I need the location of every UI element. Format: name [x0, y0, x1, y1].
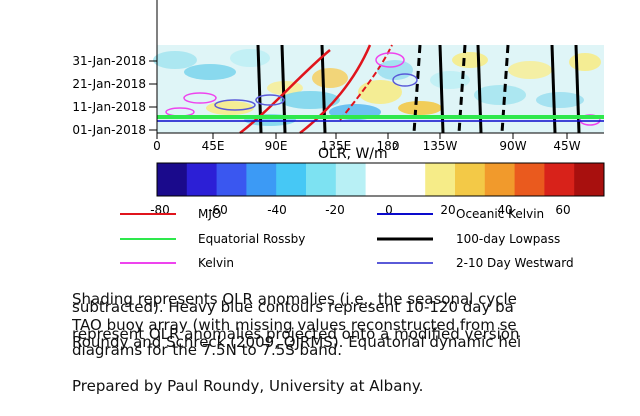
colorbar-tick-label: 0	[385, 203, 393, 217]
shading-cell	[230, 49, 270, 67]
wave-contour	[255, 94, 285, 106]
wave-contours	[157, 44, 604, 134]
legend-label: Kelvin	[198, 256, 234, 270]
colorbar-label: OLR, W/m	[318, 146, 388, 162]
x-axis-ticks: 0 45E 90E 135E 180 135W 90W 45W	[153, 133, 581, 153]
wave-contour	[214, 99, 256, 111]
wave-contour	[392, 73, 418, 87]
colorbar-tick-label: 40	[497, 203, 512, 217]
olr-anomaly-shading	[153, 45, 604, 133]
shading-cell	[184, 64, 236, 80]
caption-line-3: TAO buoy array (with missing values reco…	[72, 318, 517, 333]
x-tick-label: 45W	[553, 139, 580, 153]
shading-cell	[153, 51, 197, 69]
colorbar-swatch	[157, 163, 188, 196]
colorbar-swatch	[335, 163, 367, 196]
colorbar-swatch	[484, 163, 516, 196]
caption-line-1: Shading represents OLR anomalies (i.e., …	[72, 292, 517, 307]
y-axis-ticks: 31-Jan-2018 21-Jan-2018 11-Jan-2018 01-Jan-…	[72, 54, 157, 137]
colorbar-swatch	[216, 163, 247, 196]
shading-cell	[508, 61, 552, 79]
x-tick-label: 180	[377, 139, 400, 153]
caption-line-2: subtracted). Heavy blue contours represe…	[72, 300, 514, 315]
legend-label: 100-day Lowpass	[456, 232, 560, 246]
y-tick-label: 01-Jan-2018	[72, 123, 146, 137]
legend-label: Equatorial Rossby	[198, 232, 305, 246]
colorbar-swatch	[514, 163, 545, 196]
hovmoller-chart: 31-Jan-2018 21-Jan-2018 11-Jan-2018 01-Jan-…	[72, 0, 605, 270]
colorbar-swatch	[246, 163, 277, 196]
shading-cell	[569, 53, 601, 71]
colorbar-swatch	[455, 163, 486, 196]
y-tick-label: 31-Jan-2018	[72, 54, 146, 68]
colorbar-swatch	[186, 163, 218, 196]
shading-cell	[206, 101, 254, 115]
caption-line-6: diagrams for the 7.5N to 7.5S band.	[72, 343, 343, 358]
colorbar-tick-label: 60	[555, 203, 570, 217]
shading-cell	[536, 92, 584, 108]
x-tick-label: 90E	[265, 139, 288, 153]
mjo-contour	[239, 49, 331, 134]
legend: MJO Oceanic Kelvin Equatorial Rossby 100-da…	[120, 207, 574, 270]
x-tick-label: 90W	[499, 139, 526, 153]
colorbar-tick-label: -20	[325, 203, 345, 217]
shading-cell	[452, 52, 488, 68]
shading-cell	[398, 101, 442, 115]
shading-cell	[474, 85, 526, 105]
shading-cell	[312, 68, 348, 88]
credit-line: Prepared by Paul Roundy, University at A…	[72, 377, 424, 395]
legend-label: Oceanic Kelvin	[456, 207, 544, 221]
shading-cell	[358, 80, 402, 104]
colorbar-swatch	[574, 163, 605, 196]
colorbar-tick-label: 20	[440, 203, 455, 217]
colorbar-frame	[156, 162, 605, 197]
colorbar-swatch	[365, 163, 396, 196]
x-tick-label: 135W	[423, 139, 458, 153]
legend-label: 2-10 Day Westward	[456, 256, 574, 270]
legend-label: MJO	[198, 207, 221, 221]
colorbar-label-superscript: 2	[392, 142, 398, 153]
colorbar-swatch	[276, 163, 307, 196]
mjo-contour	[299, 44, 372, 134]
shading-cell	[377, 60, 413, 80]
lowpass-contour-dashed	[500, 44, 510, 134]
x-tick-label: 135E	[321, 139, 352, 153]
colorbar-swatch	[395, 163, 426, 196]
x-tick-label: 45E	[202, 139, 225, 153]
colorbar-tick-label: -40	[267, 203, 287, 217]
colorbar-swatch	[544, 163, 575, 196]
caption-line-5: Roundy and Schreck (2009, QJRMS). Equato…	[72, 335, 522, 350]
colorbar	[156, 162, 605, 197]
lowpass-contour-dashed	[457, 44, 467, 134]
y-tick-label: 21-Jan-2018	[72, 77, 146, 91]
wave-contour	[183, 92, 217, 104]
lowpass-contour-dashed	[412, 44, 422, 134]
caption-line-4: represent OLR anomalies projected onto a…	[72, 327, 520, 342]
y-tick-label: 11-Jan-2018	[72, 100, 146, 114]
colorbar-swatch	[306, 163, 337, 196]
x-tick-label: 0	[153, 139, 161, 153]
wave-contour	[375, 52, 405, 68]
colorbar-swatch	[425, 163, 456, 196]
colorbar-tick-label: -60	[208, 203, 228, 217]
